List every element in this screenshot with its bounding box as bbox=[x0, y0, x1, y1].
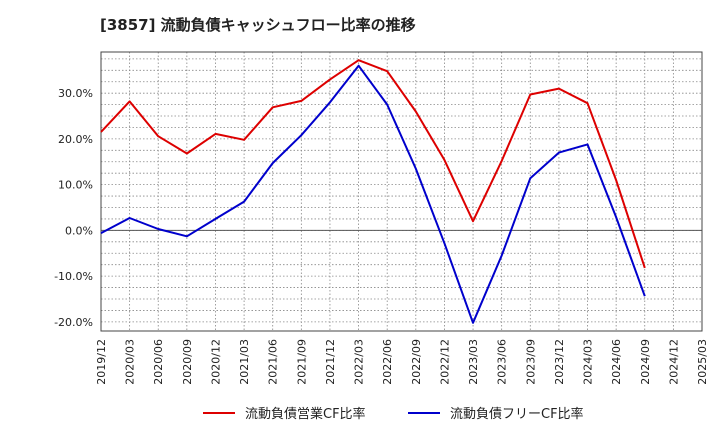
x-tick-label: 2020/12 bbox=[209, 339, 222, 385]
x-tick-label: 2021/06 bbox=[267, 339, 280, 385]
y-tick-label: 10.0% bbox=[58, 179, 93, 192]
x-tick-label: 2020/03 bbox=[124, 339, 137, 385]
y-tick-label: 30.0% bbox=[58, 87, 93, 100]
x-tick-label: 2023/12 bbox=[553, 339, 566, 385]
legend-label-1: 流動負債営業CF比率 bbox=[245, 406, 366, 422]
x-tick-label: 2022/09 bbox=[410, 339, 423, 385]
x-tick-label: 2025/03 bbox=[696, 339, 709, 385]
x-tick-label: 2023/03 bbox=[467, 339, 480, 385]
x-tick-label: 2024/06 bbox=[610, 339, 623, 385]
x-tick-label: 2024/03 bbox=[582, 339, 595, 385]
x-tick-label: 2023/06 bbox=[496, 339, 509, 385]
chart-title: [3857] 流動負債キャッシュフロー比率の推移 bbox=[100, 16, 416, 34]
y-tick-label: 0.0% bbox=[65, 224, 93, 237]
x-tick-label: 2022/12 bbox=[438, 339, 451, 385]
x-tick-label: 2020/06 bbox=[152, 339, 165, 385]
plot-frame bbox=[100, 51, 703, 332]
y-tick-label: 20.0% bbox=[58, 133, 93, 146]
plot-area bbox=[101, 52, 702, 331]
x-tick-label: 2021/12 bbox=[324, 339, 337, 385]
series-line-1 bbox=[100, 59, 646, 269]
x-tick-label: 2021/09 bbox=[295, 339, 308, 385]
x-tick-label: 2021/03 bbox=[238, 339, 251, 385]
y-tick-label: -10.0% bbox=[54, 270, 93, 283]
legend-label-2: 流動負債フリーCF比率 bbox=[450, 406, 584, 422]
x-tick-label: 2022/03 bbox=[353, 339, 366, 385]
y-tick-label: -20.0% bbox=[54, 316, 93, 329]
x-tick-label: 2024/09 bbox=[639, 339, 652, 385]
x-tick-label: 2019/12 bbox=[95, 339, 108, 385]
series-line-2 bbox=[100, 64, 646, 324]
x-tick-label: 2020/09 bbox=[181, 339, 194, 385]
x-tick-label: 2022/06 bbox=[381, 339, 394, 385]
x-tick-label: 2023/09 bbox=[524, 339, 537, 385]
x-tick-label: 2024/12 bbox=[667, 339, 680, 385]
